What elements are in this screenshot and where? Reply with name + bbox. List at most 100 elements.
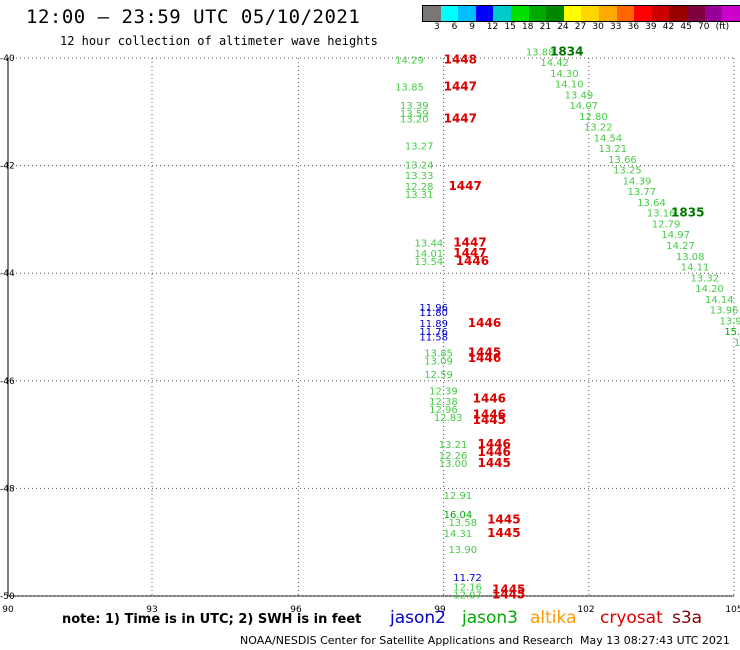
time-label: 1835 bbox=[671, 206, 704, 220]
page-title: 12:00 – 23:59 UTC 05/10/2021 bbox=[26, 6, 361, 28]
units-note: note: 1) Time is in UTC; 2) SWH is in fe… bbox=[62, 612, 362, 627]
wave-height-label: 11.72 bbox=[453, 573, 482, 584]
x-tick-label: 99 bbox=[434, 605, 446, 615]
wave-height-label: 14.29 bbox=[395, 55, 424, 66]
wave-height-label: 14.39 bbox=[623, 176, 652, 187]
wave-height-label: 13.96 bbox=[710, 306, 739, 317]
wave-height-label: 13.16 bbox=[647, 209, 676, 220]
time-label: 1445 bbox=[492, 582, 525, 596]
colorbar-swatch bbox=[458, 6, 476, 21]
legend-item-s3a: s3a bbox=[672, 608, 703, 628]
colorbar-swatch bbox=[722, 6, 740, 21]
time-label: 1445 bbox=[487, 512, 520, 526]
wave-height-label: 13.49 bbox=[565, 90, 594, 101]
x-tick-label: 96 bbox=[290, 605, 302, 615]
wave-height-label: 12.16 bbox=[453, 583, 482, 594]
wave-height-label: 13.85 bbox=[424, 349, 453, 360]
wave-height-label: 13.77 bbox=[628, 187, 657, 198]
colorbar-label: 12 bbox=[486, 22, 499, 32]
colorbar-label: 3 bbox=[434, 22, 440, 32]
wave-height-label: 12.28 bbox=[405, 182, 434, 193]
graticule-grid bbox=[7, 57, 735, 597]
time-label: 1445 bbox=[473, 413, 506, 427]
wave-height-label: 13.94 bbox=[719, 316, 740, 327]
colorbar-label: 39 bbox=[645, 22, 657, 32]
time-label: 1446 bbox=[473, 407, 506, 421]
colorbar-swatch bbox=[581, 6, 599, 21]
colorbar-label: 36 bbox=[627, 22, 640, 32]
wave-height-label: 14.01 bbox=[415, 249, 444, 260]
wave-height-label: 14.30 bbox=[550, 69, 579, 80]
colorbar-labels: 3 6 9 12 15 18 21 24 27 30 33 36 39 42 45 70 (ft) bbox=[422, 22, 740, 34]
colorbar-swatch bbox=[669, 6, 687, 21]
wave-height-label: 11.96 bbox=[419, 303, 448, 314]
time-label: 1447 bbox=[453, 235, 486, 249]
wave-height-label: 13.08 bbox=[676, 252, 705, 263]
page-subtitle: 12 hour collection of altimeter wave hei… bbox=[60, 34, 378, 48]
colorbar-label: 15 bbox=[504, 22, 516, 32]
wave-height-label: 14.11 bbox=[681, 263, 710, 274]
legend-item-jason2: jason2 bbox=[390, 608, 446, 628]
colorbar-label: 21 bbox=[539, 22, 552, 32]
wave-height-label: 13.85 bbox=[395, 82, 424, 93]
wave-height-label: 11.80 bbox=[419, 308, 448, 319]
wave-height-label: 13.24 bbox=[405, 160, 434, 171]
wave-height-label: 13.22 bbox=[584, 123, 613, 134]
wave-height-label: 14.31 bbox=[444, 529, 473, 540]
wave-height-label: 13.59 bbox=[400, 109, 429, 120]
wave-height-label: 13.20 bbox=[400, 115, 429, 126]
wave-height-label: 13.44 bbox=[415, 238, 444, 249]
wave-height-label: 13.39 bbox=[400, 101, 429, 112]
y-tick-label: -42 bbox=[0, 162, 15, 172]
wave-height-label: 12.59 bbox=[424, 370, 453, 381]
wave-height-label: 13.90 bbox=[448, 545, 477, 556]
colorbar-swatch bbox=[704, 6, 723, 21]
time-label: 1445 bbox=[468, 346, 501, 360]
wave-height-label: 14.14 bbox=[705, 295, 734, 306]
x-tick-label: 90 bbox=[2, 605, 14, 615]
colorbar-swatch bbox=[493, 6, 511, 21]
wave-height-label: 14.10 bbox=[555, 80, 584, 91]
colorbar-swatch bbox=[616, 6, 635, 21]
time-label: 1445 bbox=[492, 588, 525, 602]
time-label: 1446 bbox=[468, 316, 501, 330]
colorbar-swatch bbox=[440, 6, 459, 21]
colorbar-label: 6 bbox=[451, 22, 458, 32]
time-label: 1446 bbox=[468, 351, 501, 365]
wave-height-label: 12.83 bbox=[434, 413, 463, 424]
time-label: 1445 bbox=[477, 456, 510, 470]
time-label: 1445 bbox=[487, 526, 520, 540]
time-label: 1834 bbox=[550, 44, 583, 58]
wave-height-label: 16.04 bbox=[444, 510, 473, 521]
colorbar-label: 24 bbox=[557, 22, 569, 32]
legend-item-altika: altika bbox=[530, 608, 577, 628]
wave-height-label: 13.00 bbox=[439, 459, 468, 470]
colorbar-label: 30 bbox=[592, 22, 604, 32]
legend-item-jason3: jason3 bbox=[462, 608, 518, 628]
y-tick-label: -40 bbox=[0, 54, 15, 64]
colorbar-swatch bbox=[546, 6, 564, 21]
wave-height-label: 13.58 bbox=[448, 518, 477, 529]
colorbar-swatch bbox=[598, 6, 617, 21]
colorbar-swatch bbox=[563, 6, 582, 21]
wave-height-label: 13.25 bbox=[613, 166, 642, 177]
wave-height-label: 13.64 bbox=[637, 198, 666, 209]
time-label: 1447 bbox=[444, 79, 477, 93]
wave-height-label: 15.05 bbox=[724, 327, 740, 338]
wave-height-label: 12.79 bbox=[652, 219, 681, 230]
time-label: 1447 bbox=[453, 246, 486, 260]
footer-timestamp: May 13 08:27:43 UTC 2021 bbox=[580, 634, 730, 647]
wave-height-label: 13.21 bbox=[598, 144, 627, 155]
wave-height-label: 13.66 bbox=[608, 155, 637, 166]
wave-height-label: 13.33 bbox=[405, 171, 434, 182]
time-label: 1447 bbox=[444, 112, 477, 126]
colorbar-label: (ft) bbox=[715, 22, 730, 32]
wave-height-label: 12.26 bbox=[439, 451, 468, 462]
colorbar-label: 70 bbox=[698, 22, 710, 32]
legend-item-cryosat: cryosat bbox=[600, 608, 663, 628]
y-tick-label: -48 bbox=[0, 484, 15, 494]
wave-height-label: 12.91 bbox=[444, 491, 473, 502]
observation-labels: 14.29 1448 13.88183414.4214.3014.1013.4914… bbox=[395, 44, 740, 601]
